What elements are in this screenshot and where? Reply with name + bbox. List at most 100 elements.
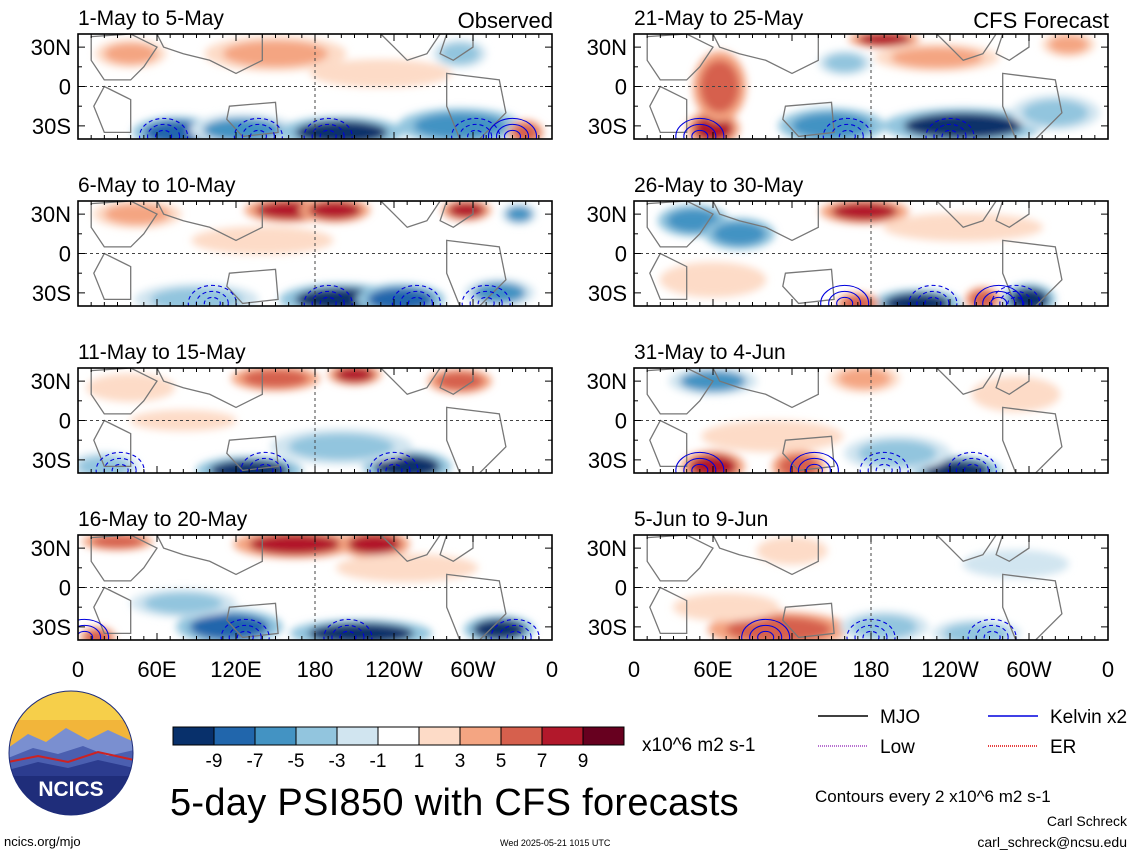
kelvin-contour <box>369 451 419 473</box>
colorbar-swatch <box>459 726 502 746</box>
kelvin-contour <box>495 123 530 139</box>
coastline <box>782 268 835 305</box>
anomaly-core <box>903 112 1023 139</box>
kelvin-contour <box>797 457 831 473</box>
x-tick-label: 180 <box>853 657 890 682</box>
colorbar-tick-label: -7 <box>247 751 264 772</box>
anomaly-core <box>334 368 375 383</box>
coastline <box>379 368 441 396</box>
coastline <box>439 368 474 396</box>
kelvin-contour <box>503 129 522 139</box>
x-tick-label: 120E <box>210 657 261 682</box>
kelvin-contour <box>78 630 94 640</box>
colorbar-swatch <box>582 726 625 746</box>
x-tick-label: 60E <box>137 657 176 682</box>
panel-title: 26-May to 30-May <box>634 174 804 197</box>
author-email[interactable]: carl_schreck@ncsu.edu <box>977 834 1127 850</box>
anomaly-core <box>982 381 1049 408</box>
coastline <box>935 368 997 396</box>
kelvin-contour <box>691 129 709 139</box>
anomaly-core <box>347 535 401 555</box>
kelvin-contour <box>339 630 357 640</box>
legend-label: ER <box>1050 737 1076 758</box>
anomaly-core <box>97 377 164 399</box>
colorbar-swatch <box>377 726 420 746</box>
y-tick-label: 0 <box>615 75 627 100</box>
coastline <box>379 201 441 229</box>
anomaly-core <box>189 613 269 640</box>
legend-label: MJO <box>880 707 920 728</box>
kelvin-contour <box>789 451 839 473</box>
y-tick-label: 30N <box>31 202 71 227</box>
coastline <box>156 368 263 409</box>
observed-label: Observed <box>458 8 553 33</box>
anomaly-core <box>884 292 950 306</box>
figure-title: 5-day PSI850 with CFS forecasts <box>170 782 739 824</box>
kelvin-contour <box>875 463 893 473</box>
y-tick-label: 30S <box>588 615 627 640</box>
x-tick-label: 60W <box>1006 657 1051 682</box>
coastline <box>90 368 158 415</box>
colorbar-swatch <box>172 726 215 746</box>
coastline <box>439 535 474 563</box>
coastline <box>646 201 714 248</box>
kelvin-contour <box>683 123 717 139</box>
kelvin-contour <box>487 117 538 139</box>
kelvin-contour <box>331 624 365 640</box>
coastline <box>379 34 441 62</box>
kelvin-contour <box>249 129 267 139</box>
anomaly-core <box>666 208 720 233</box>
coastline <box>782 435 835 472</box>
coastline <box>782 101 835 138</box>
y-tick-label: 30S <box>32 114 71 139</box>
coastline <box>226 268 279 305</box>
coastline <box>90 535 158 582</box>
anomaly-core <box>505 206 533 222</box>
coastline <box>995 535 1030 563</box>
x-tick-label: 180 <box>297 657 334 682</box>
kelvin-contour <box>220 618 270 640</box>
coastline <box>995 34 1030 62</box>
kelvin-contour <box>941 129 959 139</box>
x-tick-label: 120E <box>766 657 817 682</box>
kelvin-contour <box>506 630 524 640</box>
coastline <box>712 34 819 75</box>
kelvin-contour <box>303 284 353 306</box>
colorbar-tick-label: 7 <box>537 751 548 772</box>
kelvin-contour <box>908 284 958 306</box>
anomaly-core <box>143 592 223 614</box>
source-url[interactable]: ncics.org/mjo <box>4 834 81 849</box>
panel-title: 1-May to 5-May <box>78 7 224 30</box>
coastline <box>646 34 714 81</box>
coastline <box>379 535 441 563</box>
y-tick-label: 30S <box>32 615 71 640</box>
anomaly-core <box>249 535 342 555</box>
kelvin-contour <box>155 129 173 139</box>
ncics-logo: NCICS <box>8 690 134 816</box>
x-tick-label: 0 <box>628 657 640 682</box>
anomaly-core <box>436 371 484 391</box>
coastline <box>156 201 263 242</box>
colorbar-swatch <box>213 726 256 746</box>
panel-1: 1-May to 5-May 30N 0 30S <box>31 7 553 140</box>
kelvin-contour <box>955 457 989 473</box>
anomaly-core <box>308 622 414 640</box>
coastline <box>439 34 474 62</box>
y-tick-label: 30N <box>587 202 627 227</box>
coastline <box>226 602 279 639</box>
coastline <box>93 252 132 301</box>
panel-6: 26-May to 30-May 30N 0 30S <box>587 174 1109 307</box>
kelvin-contour <box>867 457 901 473</box>
panel-title: 11-May to 15-May <box>78 341 246 364</box>
coastline <box>156 535 263 576</box>
anomaly-core <box>295 120 388 139</box>
coastline <box>226 101 279 138</box>
kelvin-contour <box>377 457 411 473</box>
kelvin-contour <box>741 618 791 640</box>
kelvin-contour <box>303 117 353 139</box>
kelvin-contour <box>675 117 725 139</box>
coastline <box>712 535 819 576</box>
kelvin-contour <box>319 129 337 139</box>
